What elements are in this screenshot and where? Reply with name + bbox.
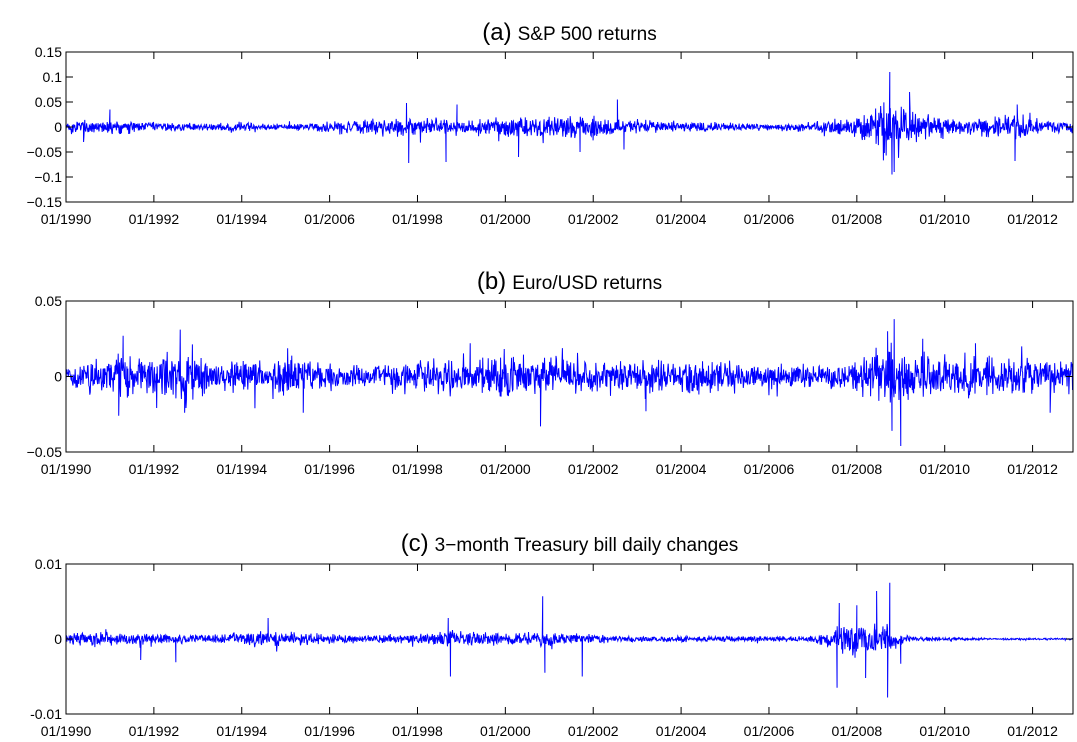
chart-panel-1: (a) S&P 500 returns 0.15 0.1 0.05 0 −0.05 −0.1 −… — [27, 19, 1074, 227]
series-line — [65, 582, 1074, 698]
x-tick-label: 01/2012 — [1007, 723, 1058, 739]
x-tick-label: 01/1998 — [392, 723, 443, 739]
y-tick-label: 0.1 — [43, 69, 63, 85]
x-tick-label: 01/2012 — [1007, 211, 1058, 227]
series-line — [65, 71, 1074, 175]
chart-title: (a) S&P 500 returns — [482, 19, 656, 46]
chart-title: (b) Euro/USD returns — [477, 268, 662, 295]
y-tick-label: 0.15 — [35, 44, 62, 60]
x-tick-label: 01/2008 — [832, 211, 883, 227]
x-tick-label: 01/1992 — [129, 723, 180, 739]
x-tick-label: 01/2002 — [568, 211, 619, 227]
x-tick-label: 01/2006 — [744, 723, 795, 739]
x-tick-label: 01/1992 — [129, 211, 180, 227]
series-line — [65, 319, 1074, 446]
x-tick-label: 01/2004 — [656, 461, 707, 477]
x-tick-label: 01/2010 — [919, 723, 970, 739]
y-tick-label: −0.15 — [27, 194, 63, 210]
x-tick-label: 01/2004 — [656, 723, 707, 739]
x-tick-label: 01/2010 — [919, 211, 970, 227]
chart-title-text: S&P 500 returns — [518, 24, 657, 45]
y-tick-label: 0 — [54, 119, 62, 135]
x-tick-label: 01/1998 — [392, 461, 443, 477]
x-tick-label: 01/2006 — [744, 461, 795, 477]
x-tick-label: 01/2002 — [568, 723, 619, 739]
x-tick-label: 01/2006 — [744, 211, 795, 227]
y-tick-label: −0.1 — [34, 169, 62, 185]
x-tick-label: 01/1990 — [41, 723, 92, 739]
x-tick-label: 01/2000 — [480, 461, 531, 477]
x-tick-label: 01/1994 — [216, 211, 267, 227]
chart-title: (c) 3−month Treasury bill daily changes — [401, 530, 739, 557]
chart-title-letter: (b) — [477, 268, 506, 295]
chart-title-letter: (c) — [401, 530, 429, 557]
chart-title-letter: (a) — [482, 19, 511, 46]
y-tick-label: −0.05 — [27, 444, 63, 460]
x-tick-label: 01/1990 — [41, 211, 92, 227]
x-tick-label: 01/1990 — [41, 461, 92, 477]
y-tick-label: -0.01 — [30, 706, 62, 722]
y-tick-label: 0 — [54, 631, 62, 647]
x-tick-label: 01/1996 — [304, 723, 355, 739]
y-tick-label: 0.05 — [35, 94, 62, 110]
x-tick-label: 01/2010 — [919, 461, 970, 477]
y-tick-label: 0.05 — [35, 293, 62, 309]
chart-panel-3: (c) 3−month Treasury bill daily changes 0.… — [30, 530, 1074, 739]
chart-title-text: Euro/USD returns — [512, 273, 662, 294]
x-tick-label: 01/1992 — [129, 461, 180, 477]
x-tick-label: 01/2000 — [480, 723, 531, 739]
x-tick-label: 01/1998 — [392, 211, 443, 227]
chart-title-text: 3−month Treasury bill daily changes — [435, 535, 739, 556]
x-tick-label: 01/1994 — [216, 461, 267, 477]
y-tick-label: 0 — [54, 369, 62, 385]
y-tick-label: −0.05 — [27, 144, 63, 160]
x-tick-label: 01/2008 — [832, 461, 883, 477]
x-tick-label: 01/2004 — [656, 211, 707, 227]
x-tick-label: 01/2008 — [832, 723, 883, 739]
x-tick-label: 01/2002 — [568, 461, 619, 477]
x-tick-label: 01/2006 — [304, 211, 355, 227]
x-tick-label: 01/1994 — [216, 723, 267, 739]
x-tick-label: 01/2012 — [1007, 461, 1058, 477]
y-tick-label: 0.01 — [35, 556, 62, 572]
x-tick-label: 01/2000 — [480, 211, 531, 227]
x-tick-label: 01/1996 — [304, 461, 355, 477]
